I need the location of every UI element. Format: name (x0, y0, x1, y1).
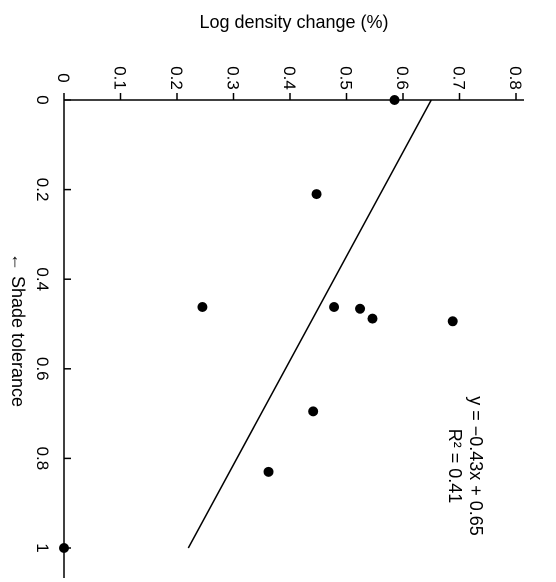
data-point (389, 95, 400, 105)
shade-tick-label: 0.8 (33, 447, 52, 471)
points (59, 95, 458, 553)
shade-tick-label: 0.4 (33, 267, 52, 291)
data-point (308, 406, 319, 417)
value-tick-label: 0.5 (337, 66, 356, 90)
data-point (329, 301, 340, 312)
value-tick-label: 0.8 (506, 66, 525, 90)
value-tick-label: 0.1 (111, 66, 130, 90)
ticks: 0 0.1 0.2 0.3 0.4 0.5 0.6 0.7 0.8 0 0.2 0.4 0.6 0.8 1 (33, 66, 525, 553)
shade-tick-label: 0 (33, 95, 52, 104)
value-tick-label: 0.4 (280, 66, 299, 90)
data-point (311, 189, 322, 200)
r-squared-annotation: R² = 0.41 (445, 429, 465, 504)
trendline-group (187, 99, 432, 549)
shade-tick-label: 0.6 (33, 357, 52, 381)
data-point (263, 466, 274, 477)
trendline (187, 99, 432, 549)
value-tick-label: 0.7 (450, 66, 469, 90)
equation-annotation: y = −0.43x + 0.65 (466, 396, 486, 536)
value-tick-label: 0.3 (224, 66, 243, 90)
value-tick-label: 0 (54, 73, 73, 82)
data-point (197, 301, 208, 312)
data-point (355, 303, 366, 314)
axes (63, 99, 524, 578)
y-axis-label: Log density change (%) (199, 12, 388, 32)
data-point (59, 543, 69, 553)
data-point (367, 313, 378, 324)
x-axis-label: ← Shade tolerance (8, 253, 28, 407)
value-tick-label: 0.6 (393, 66, 412, 90)
shade-tick-label: 0.2 (33, 178, 52, 202)
data-point (447, 316, 458, 327)
value-tick-label: 0.2 (167, 66, 186, 90)
shade-tick-label: 1 (33, 543, 52, 552)
